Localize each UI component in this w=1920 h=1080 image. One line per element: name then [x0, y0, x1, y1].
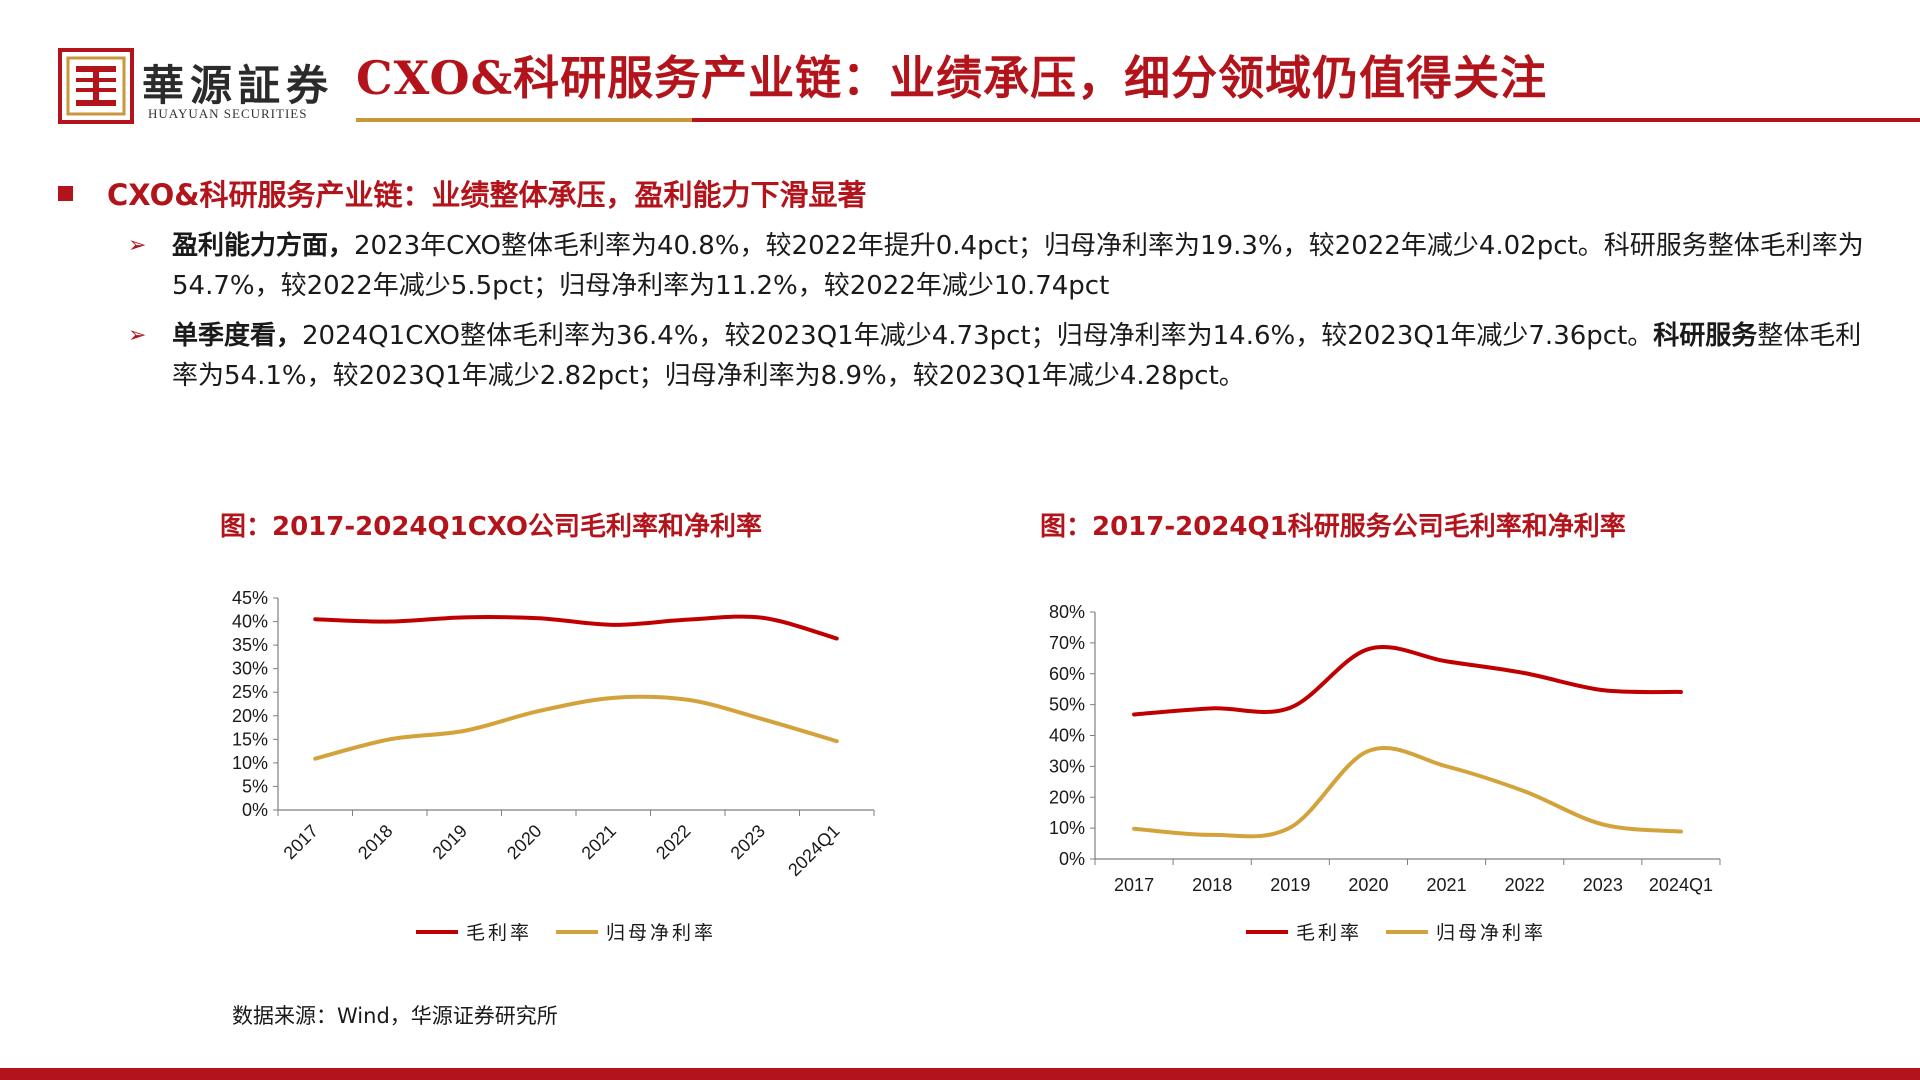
arrow-bullet-icon: ➢: [128, 323, 147, 348]
page-title: CXO&科研服务产业链：业绩承压，细分领域仍值得关注: [356, 51, 1548, 105]
x-tick-label: 2018: [1192, 875, 1232, 895]
bullet-lead: 盈利能力方面，: [172, 231, 355, 261]
brand-name-cn: 華源証券: [142, 61, 335, 110]
legend-label: 毛利率: [466, 922, 532, 944]
x-tick-label: 2018: [354, 821, 396, 863]
y-tick-label: 35%: [232, 635, 268, 655]
y-tick-label: 5%: [242, 776, 268, 796]
section-heading-text: CXO&科研服务产业链：业绩整体承压，盈利能力下滑显著: [107, 178, 867, 212]
y-tick-label: 60%: [1049, 664, 1085, 684]
data-source-note: 数据来源：Wind，华源证券研究所: [232, 1004, 558, 1028]
x-tick-label: 2021: [578, 821, 620, 863]
legend-label: 毛利率: [1296, 922, 1362, 944]
x-tick-label: 2023: [727, 821, 769, 863]
title-rule-red: [692, 118, 1920, 122]
chart-legend: 毛利率 归母净利率: [416, 922, 716, 944]
title-rule-gold: [356, 118, 692, 122]
series-line-net-margin: [313, 694, 839, 761]
x-tick-label: 2019: [429, 821, 471, 863]
y-tick-label: 0%: [242, 800, 268, 820]
brand-name-en: HUAYUAN SECURITIES: [148, 106, 308, 121]
legend-label: 归母净利率: [606, 922, 716, 944]
series-line-gross-margin: [1132, 644, 1683, 717]
x-tick-label: 2020: [1348, 875, 1388, 895]
bullet-lead: 单季度看，: [172, 321, 303, 351]
chart-legend: 毛利率 归母净利率: [1246, 922, 1546, 944]
chart-title-cxo: 图：2017-2024Q1CXO公司毛利率和净利率: [220, 512, 763, 542]
bullet-bold-inline: 科研服务: [1653, 321, 1758, 351]
x-tick-label: 2022: [1505, 875, 1545, 895]
section-heading: CXO&科研服务产业链：业绩整体承压，盈利能力下滑显著: [58, 172, 867, 214]
footer-bar: [0, 1068, 1920, 1080]
y-tick-label: 20%: [232, 706, 268, 726]
bullet-text-continued: 整体毛利率为54.1%，较2023Q1年减少2.82pct；归母净利率为8.9%…: [172, 321, 1862, 391]
y-tick-label: 30%: [232, 659, 268, 679]
y-tick-label: 15%: [232, 729, 268, 749]
y-tick-label: 30%: [1049, 756, 1085, 776]
x-tick-label: 2024Q1: [784, 821, 843, 880]
y-tick-label: 45%: [232, 588, 268, 608]
chart-research-margins: 0% 10% 20% 30% 40% 50% 60% 70% 80% 2017 2018 2019 20…: [1049, 602, 1721, 944]
bullet-text: 2024Q1CXO整体毛利率为36.4%，较2023Q1年减少4.73pct；归…: [302, 321, 1654, 351]
y-tick-label: 25%: [232, 682, 268, 702]
x-tick-label: 2020: [503, 821, 545, 863]
series-line-net-margin: [1132, 745, 1683, 839]
x-tick-label: 2017: [280, 821, 322, 863]
y-tick-label: 50%: [1049, 695, 1085, 715]
y-tick-label: 0%: [1059, 849, 1085, 869]
y-tick-label: 80%: [1049, 602, 1085, 622]
x-tick-label: 2023: [1583, 875, 1623, 895]
bullet-profitability: ➢ 盈利能力方面，2023年CXO整体毛利率为40.8%，较2022年提升0.4…: [128, 226, 1872, 306]
square-bullet-icon: [58, 186, 73, 201]
huayuan-logo-icon: [58, 48, 134, 124]
y-tick-label: 40%: [232, 612, 268, 632]
x-tick-label: 2022: [652, 821, 694, 863]
y-tick-label: 10%: [1049, 818, 1085, 838]
y-tick-label: 20%: [1049, 787, 1085, 807]
series-line-gross-margin: [313, 614, 839, 641]
x-tick-label: 2024Q1: [1649, 875, 1713, 895]
x-tick-label: 2017: [1114, 875, 1154, 895]
y-tick-label: 70%: [1049, 633, 1085, 653]
x-tick-label: 2021: [1427, 875, 1467, 895]
bullet-text: 2023年CXO整体毛利率为40.8%，较2022年提升0.4pct；归母净利率…: [172, 231, 1864, 301]
brand-logo: 華源証券 HUAYUAN SECURITIES: [58, 48, 338, 124]
y-tick-label: 10%: [232, 753, 268, 773]
y-tick-label: 40%: [1049, 726, 1085, 746]
x-tick-label: 2019: [1270, 875, 1310, 895]
chart-title-research: 图：2017-2024Q1科研服务公司毛利率和净利率: [1040, 512, 1626, 542]
bullet-quarterly: ➢ 单季度看，2024Q1CXO整体毛利率为36.4%，较2023Q1年减少4.…: [128, 316, 1872, 396]
legend-label: 归母净利率: [1436, 922, 1546, 944]
arrow-bullet-icon: ➢: [128, 233, 147, 258]
chart-cxo-margins: 0% 5% 10% 15% 20% 25% 30% 35% 40% 45% 2017 2018 2019…: [232, 588, 875, 944]
